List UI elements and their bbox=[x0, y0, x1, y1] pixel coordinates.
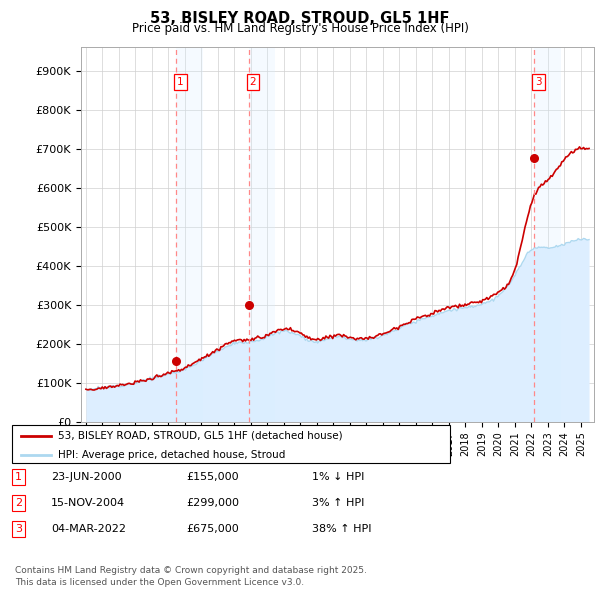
Text: 1: 1 bbox=[15, 472, 22, 481]
Text: 3: 3 bbox=[535, 77, 542, 87]
Text: 23-JUN-2000: 23-JUN-2000 bbox=[51, 472, 122, 481]
Text: £675,000: £675,000 bbox=[186, 524, 239, 533]
Text: 3% ↑ HPI: 3% ↑ HPI bbox=[312, 498, 364, 507]
Text: 04-MAR-2022: 04-MAR-2022 bbox=[51, 524, 126, 533]
Text: £155,000: £155,000 bbox=[186, 472, 239, 481]
Text: Price paid vs. HM Land Registry's House Price Index (HPI): Price paid vs. HM Land Registry's House … bbox=[131, 22, 469, 35]
Bar bbox=[249, 47, 275, 422]
Text: Contains HM Land Registry data © Crown copyright and database right 2025.
This d: Contains HM Land Registry data © Crown c… bbox=[15, 566, 367, 587]
Text: 53, BISLEY ROAD, STROUD, GL5 1HF (detached house): 53, BISLEY ROAD, STROUD, GL5 1HF (detach… bbox=[58, 431, 343, 441]
Text: 15-NOV-2004: 15-NOV-2004 bbox=[51, 498, 125, 507]
Text: 2: 2 bbox=[250, 77, 256, 87]
Text: 53, BISLEY ROAD, STROUD, GL5 1HF: 53, BISLEY ROAD, STROUD, GL5 1HF bbox=[150, 11, 450, 25]
FancyBboxPatch shape bbox=[12, 425, 450, 463]
Text: £299,000: £299,000 bbox=[186, 498, 239, 507]
Text: 2: 2 bbox=[15, 498, 22, 507]
Text: HPI: Average price, detached house, Stroud: HPI: Average price, detached house, Stro… bbox=[58, 450, 286, 460]
Text: 1: 1 bbox=[177, 77, 184, 87]
Text: 3: 3 bbox=[15, 524, 22, 533]
Bar bbox=[176, 47, 203, 422]
Text: 38% ↑ HPI: 38% ↑ HPI bbox=[312, 524, 371, 533]
Bar bbox=[534, 47, 560, 422]
Text: 1% ↓ HPI: 1% ↓ HPI bbox=[312, 472, 364, 481]
